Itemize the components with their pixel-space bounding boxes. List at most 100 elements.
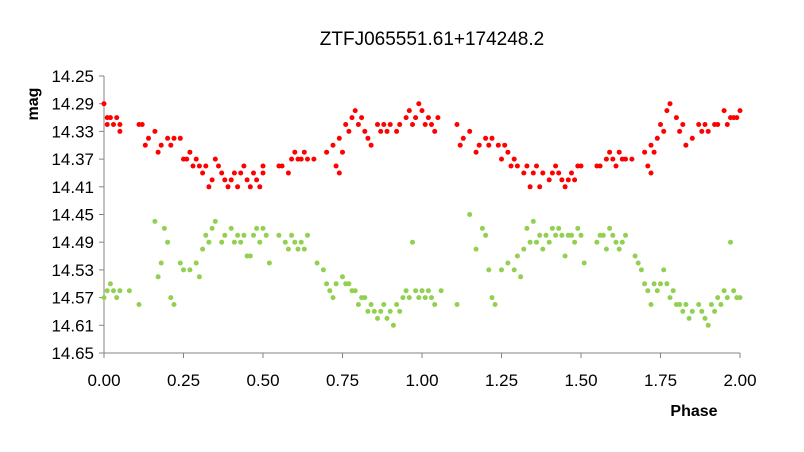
data-point [285,170,291,176]
data-point [581,260,587,266]
data-point [394,302,400,307]
x-tick-label: 1.00 [405,371,438,390]
data-point [355,122,361,127]
data-point [473,149,479,155]
data-point [336,135,342,141]
data-point [171,135,177,141]
data-point [104,288,110,294]
data-point [244,177,250,183]
data-point [540,246,546,252]
data-point [667,295,673,301]
data-point [171,302,177,307]
data-point [575,225,581,231]
data-point [359,115,365,121]
x-tick-label: 1.75 [644,371,677,390]
data-point [721,108,727,114]
data-point [152,218,158,224]
data-point [549,170,555,176]
data-point [502,142,508,148]
data-point [715,122,721,127]
data-point [136,302,142,307]
data-point [454,122,460,127]
data-point [495,142,501,148]
data-point [203,232,209,238]
data-point [667,101,673,107]
data-point [346,128,352,134]
series-0 [101,101,743,190]
chart-title: ZTFJ065551.61+174248.2 [320,29,544,50]
data-point [340,149,345,155]
data-point [219,239,225,245]
data-point [397,122,403,127]
data-point [661,267,667,273]
data-point [203,163,209,169]
data-point [658,122,663,127]
data-point [454,302,460,307]
data-point [632,253,638,259]
data-point [387,122,393,127]
data-point [654,135,660,141]
data-point [187,149,193,155]
data-point [677,302,683,307]
data-point [231,170,237,176]
x-axis-label: Phase [670,403,717,420]
data-point [683,142,689,148]
data-point [260,225,266,231]
data-point [603,246,609,252]
data-point [578,232,584,238]
data-point [419,288,425,294]
data-point [467,212,473,217]
data-point [623,156,628,162]
data-point [680,122,686,127]
data-point [629,156,635,162]
data-point [320,267,326,273]
data-point [146,135,151,141]
data-point [228,177,234,183]
data-point [422,295,428,301]
series-1 [101,212,743,328]
data-point [368,302,374,307]
data-point [534,239,539,245]
data-point [565,177,571,183]
data-point [661,128,667,134]
x-axis-ticks: 0.00 0.25 0.50 0.75 1.00 1.25 1.50 1.75 2.00 [87,353,757,390]
data-point [155,274,161,280]
data-point [238,239,244,245]
data-point [206,239,212,245]
data-point [607,225,613,231]
data-point [114,115,120,121]
data-point [718,302,724,307]
data-point [225,184,231,190]
data-point [524,225,530,231]
data-point [216,163,221,169]
x-tick-label: 2.00 [723,371,756,390]
data-point [518,274,524,280]
data-point [508,163,514,169]
data-point [642,149,648,155]
data-point [349,115,355,121]
data-point [352,108,358,114]
data-point [708,302,714,307]
data-point [457,142,463,148]
data-point [540,170,546,176]
data-point [362,295,368,301]
data-point [645,163,651,169]
data-point [209,225,215,231]
data-point [467,128,473,134]
data-point [429,295,434,301]
data-point [371,308,377,314]
data-point [635,260,641,266]
data-point [556,170,562,176]
data-point [352,288,358,294]
data-point [559,177,565,183]
data-point [489,135,495,141]
data-point [184,156,190,162]
data-point [311,156,317,162]
data-point [209,177,215,183]
data-point [638,267,644,273]
data-point [165,239,171,245]
data-point [623,232,628,238]
data-point [613,239,619,245]
data-point [429,122,434,127]
data-point [158,260,164,266]
